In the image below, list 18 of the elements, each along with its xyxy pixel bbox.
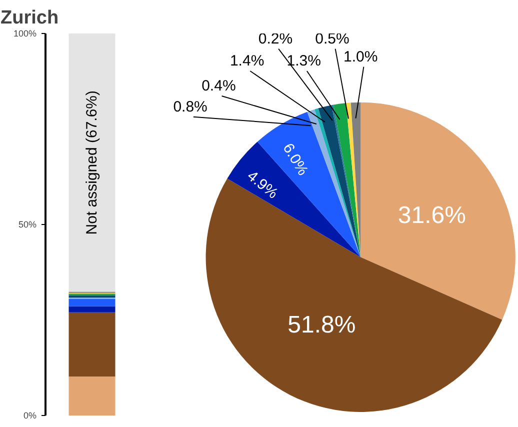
bar xyxy=(68,298,116,306)
data-label: 1.4% xyxy=(230,52,264,70)
bar xyxy=(68,34,116,292)
y-tick-label: 50% xyxy=(18,220,36,230)
data-label: 0.8% xyxy=(173,98,208,116)
y-tick-label: 100% xyxy=(13,28,37,38)
bar xyxy=(68,306,116,312)
bar xyxy=(68,312,116,377)
data-label: 0.4% xyxy=(202,78,236,95)
data-label: 1.3% xyxy=(286,52,321,70)
y-tick-label: 0% xyxy=(23,410,37,420)
data-label: 31.6% xyxy=(398,202,466,229)
data-label: 4.9% xyxy=(244,167,282,202)
chart-title: Zurich xyxy=(0,8,59,28)
bar xyxy=(68,376,116,416)
data-label: 51.8% xyxy=(288,312,356,339)
series-label: Not assigned (67.6%) xyxy=(84,90,100,235)
data-label: 1.0% xyxy=(343,48,378,66)
